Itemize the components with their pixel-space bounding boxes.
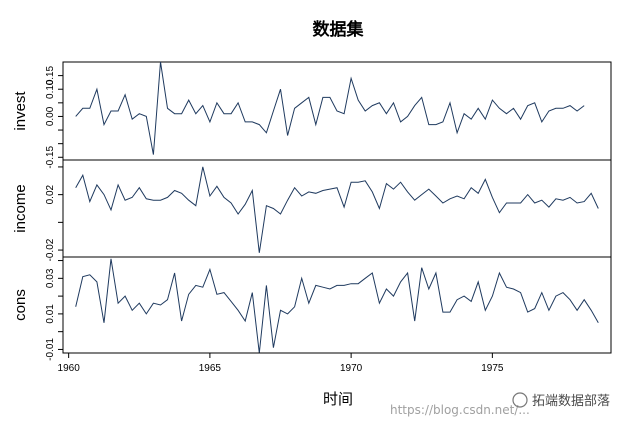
- y-tick-label: 0.03: [45, 268, 56, 288]
- y-tick-label: 0.15: [45, 65, 56, 85]
- y-tick-label: -0.02: [45, 238, 56, 261]
- panel-frame: [62, 256, 612, 354]
- series-line-cons: [75, 258, 599, 354]
- panel-invest: -0.15 0.00 0.100.15 invest: [12, 61, 612, 169]
- y-tick-label: 0.00: [45, 106, 56, 126]
- panel-label: invest: [12, 91, 29, 131]
- watermark-brand: 拓端数据部落: [532, 394, 610, 409]
- series-line-invest: [75, 61, 585, 155]
- watermark-url: https://blog.csdn.net/...: [390, 403, 530, 417]
- x-tick-label: 1960: [58, 363, 81, 374]
- panels-group: -0.150.000.100.15invest-0.020.02income-0…: [12, 61, 612, 361]
- panel-label: income: [12, 184, 29, 232]
- series-line-income: [75, 166, 599, 253]
- x-axis: 1960 1965 1970 1975: [58, 352, 504, 374]
- y-tick-label: -0.01: [45, 338, 56, 361]
- y-tick-label: -0.15: [45, 145, 56, 168]
- x-tick-label: 1975: [481, 363, 504, 374]
- y-tick-label: 0.01: [45, 304, 56, 324]
- y-tick-label: 0.02: [45, 184, 56, 204]
- panel-cons: -0.01 0.01 0.03 cons: [12, 256, 612, 361]
- x-axis-label: 时间: [323, 390, 353, 408]
- panel-income: -0.02 0.02 income: [12, 159, 612, 261]
- panel-label: cons: [12, 289, 29, 321]
- y-tick-label: 0.10: [45, 79, 56, 99]
- x-tick-label: 1970: [340, 363, 363, 374]
- chart-title: 数据集: [313, 19, 365, 40]
- panel-frame: [62, 159, 612, 258]
- x-tick-label: 1965: [199, 363, 222, 374]
- watermark-logo-icon: [512, 392, 528, 408]
